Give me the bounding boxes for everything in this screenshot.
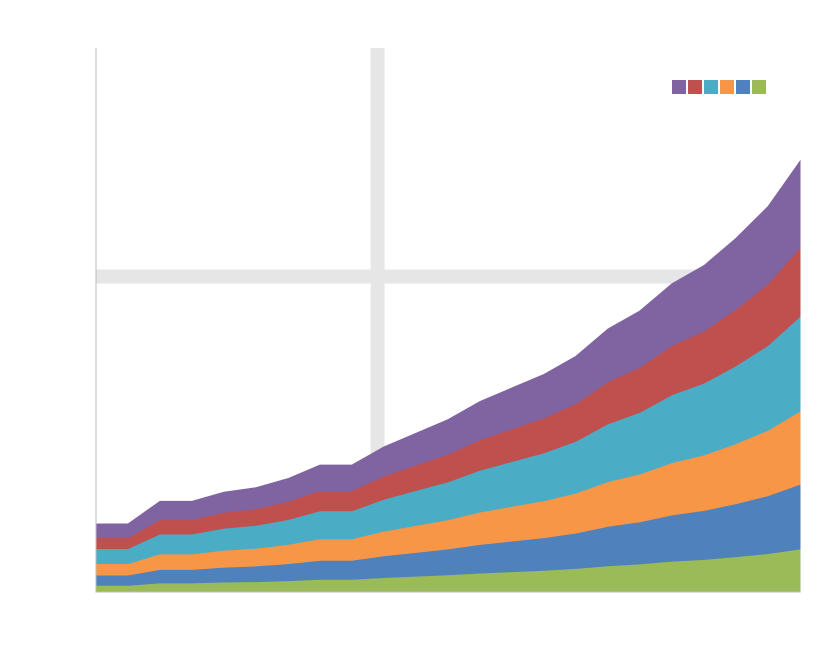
area-series-6 [95, 159, 801, 539]
legend-swatch-6 [672, 80, 686, 94]
legend-swatch-1 [752, 80, 766, 94]
axis-layer [95, 48, 800, 593]
legend [672, 80, 766, 94]
legend-swatch-3 [720, 80, 734, 94]
legend-swatch-4 [704, 80, 718, 94]
legend-swatch-2 [736, 80, 750, 94]
area-layer [95, 159, 801, 593]
legend-swatch-5 [688, 80, 702, 94]
